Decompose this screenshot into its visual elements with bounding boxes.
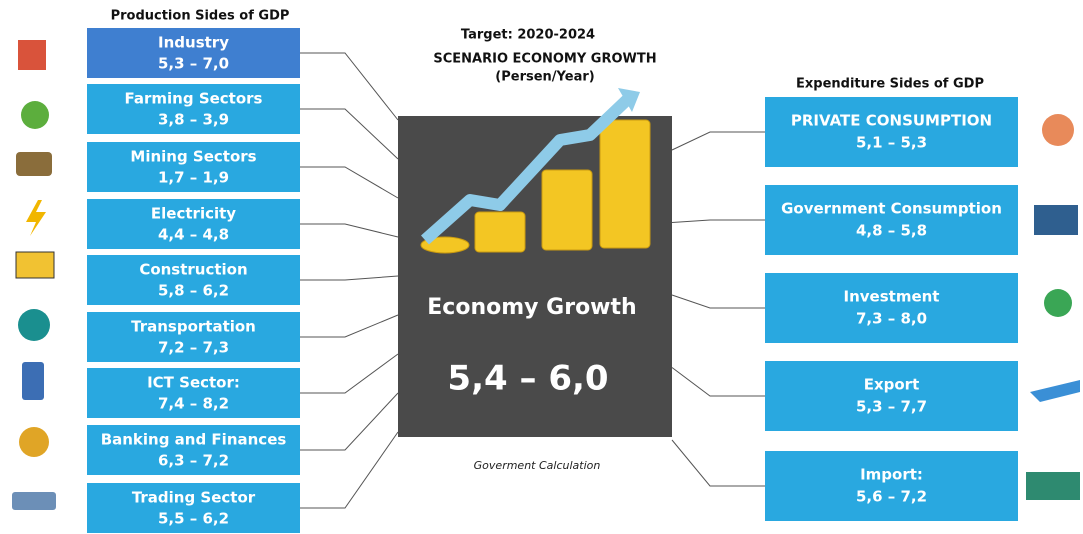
connector (300, 392, 399, 451)
connector (300, 223, 399, 238)
sector-name: Banking and Finances (101, 431, 287, 449)
production-box (87, 142, 300, 192)
expenditure-box (765, 451, 1018, 521)
production-box (87, 255, 300, 305)
production-box (87, 28, 300, 78)
center-range: 5,4 – 6,0 (447, 359, 608, 399)
connector (300, 108, 399, 160)
sector-name: Electricity (151, 205, 236, 223)
right-heading: Expenditure Sides of GDP (796, 77, 984, 92)
center-subtitle: (Persen/Year) (495, 70, 594, 85)
sector-name: Farming Sectors (125, 90, 263, 108)
target: Target: 2020-2024 (461, 28, 595, 43)
expenditure-box (765, 273, 1018, 343)
sector-name: Transportation (131, 318, 256, 336)
sector-range: 1,7 – 1,9 (158, 169, 229, 187)
sector-range: 6,3 – 7,2 (158, 452, 229, 470)
expenditure-box (765, 97, 1018, 167)
connector (300, 353, 399, 394)
production-box (87, 425, 300, 475)
production-box (87, 199, 300, 249)
right-icons (1026, 114, 1080, 500)
left-icons (12, 40, 56, 510)
expenditure-range: 4,8 – 5,8 (856, 222, 927, 240)
connector (300, 275, 399, 281)
sector-name: ICT Sector: (147, 374, 240, 392)
production-box (87, 368, 300, 418)
center-title: SCENARIO ECONOMY GROWTH (433, 52, 656, 67)
sector-range: 5,8 – 6,2 (158, 282, 229, 300)
sector-range: 3,8 – 3,9 (158, 111, 229, 129)
expenditure-name: PRIVATE CONSUMPTION (791, 112, 992, 130)
expenditure-name: Government Consumption (781, 200, 1002, 218)
sector-name: Industry (158, 34, 229, 52)
sector-range: 4,4 – 4,8 (158, 226, 229, 244)
caption: Goverment Calculation (474, 459, 601, 472)
sector-range: 7,4 – 8,2 (158, 395, 229, 413)
sector-range: 5,3 – 7,0 (158, 55, 229, 73)
sector-range: 7,2 – 7,3 (158, 339, 229, 357)
production-box (87, 84, 300, 134)
sector-name: Trading Sector (132, 489, 256, 507)
connector (300, 431, 399, 509)
expenditure-name: Investment (844, 288, 940, 306)
left-heading: Production Sides of GDP (111, 9, 290, 24)
sector-name: Construction (139, 261, 247, 279)
sector-range: 5,5 – 6,2 (158, 510, 229, 528)
expenditure-name: Export (864, 376, 920, 394)
production-box (87, 312, 300, 362)
connector (300, 52, 399, 121)
expenditure-range: 5,1 – 5,3 (856, 134, 927, 152)
expenditure-range: 5,3 – 7,7 (856, 398, 927, 416)
center-label: Economy Growth (427, 295, 636, 320)
sector-name: Mining Sectors (130, 148, 256, 166)
expenditure-range: 5,6 – 7,2 (856, 488, 927, 506)
connector (671, 367, 765, 397)
connector (671, 294, 765, 309)
expenditure-box (765, 361, 1018, 431)
connector (671, 439, 765, 487)
expenditure-box (765, 185, 1018, 255)
connector (300, 166, 399, 199)
expenditure-name: Import: (860, 466, 923, 484)
connector (671, 131, 765, 151)
growth-illustration (420, 88, 651, 254)
expenditure-range: 7,3 – 8,0 (856, 310, 927, 328)
connector (671, 219, 765, 223)
connector (300, 314, 399, 338)
production-box (87, 483, 300, 533)
